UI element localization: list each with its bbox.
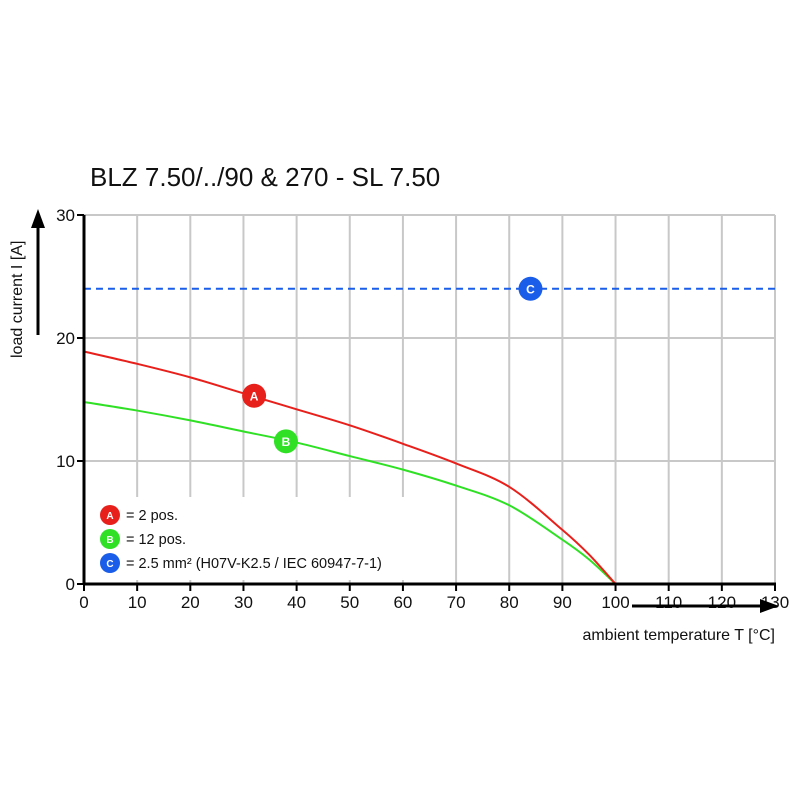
x-tick-label: 100	[601, 593, 629, 612]
y-tick-label: 10	[56, 452, 75, 471]
x-tick-label: 50	[340, 593, 359, 612]
marker-letter: A	[250, 389, 259, 403]
grid	[84, 214, 776, 584]
legend-marker-a: A	[100, 505, 120, 525]
legend-label-b: = 12 pos.	[126, 532, 186, 548]
series-line-a	[83, 350, 617, 585]
marker-letter: B	[282, 435, 291, 449]
marker-circle	[242, 383, 267, 408]
x-axis-arrow	[632, 599, 779, 613]
x-tick-label: 30	[234, 593, 253, 612]
series-marker-b: B	[273, 429, 298, 454]
marker-letter: C	[526, 282, 535, 296]
y-axis-label: load current I [A]	[9, 241, 26, 358]
marker-letter: C	[106, 559, 113, 570]
marker-letter: B	[106, 535, 113, 546]
marker-circle	[100, 553, 120, 573]
marker-circle	[273, 429, 298, 454]
y-tick-label: 20	[56, 329, 75, 348]
x-axis-label: ambient temperature T [°C]	[582, 627, 775, 644]
x-tick-label: 60	[393, 593, 412, 612]
x-tick-label: 20	[181, 593, 200, 612]
x-tick-label: 90	[553, 593, 572, 612]
marker-letter: A	[106, 511, 113, 522]
legend-background	[88, 497, 418, 580]
x-tick-label: 40	[287, 593, 306, 612]
x-tick-label: 120	[708, 593, 736, 612]
legend-marker-b: B	[100, 529, 120, 549]
legend-label-c: = 2.5 mm² (H07V-K2.5 / IEC 60947-7-1)	[126, 556, 382, 572]
y-tick-label: 30	[56, 206, 75, 225]
legend: A = 2 pos. B = 12 pos. C = 2.5 mm² (H07V-K2.5…	[100, 505, 382, 573]
x-tick-label: 80	[500, 593, 519, 612]
y-axis-arrow	[31, 209, 45, 335]
marker-circle	[100, 529, 120, 549]
legend-label-a: = 2 pos.	[126, 508, 178, 524]
x-tick-label: 70	[447, 593, 466, 612]
x-tick-label: 10	[128, 593, 147, 612]
y-tick-label: 0	[66, 575, 75, 594]
series-line-b	[83, 400, 617, 585]
legend-marker-c: C	[100, 553, 120, 573]
series-marker-c: C	[518, 276, 543, 301]
x-tick-label: 0	[79, 593, 88, 612]
marker-circle	[518, 276, 543, 301]
series-marker-a: A	[242, 383, 267, 408]
marker-circle	[100, 505, 120, 525]
x-tick-label: 110	[655, 593, 682, 612]
chart-title: BLZ 7.50/../90 & 270 - SL 7.50	[90, 162, 440, 192]
